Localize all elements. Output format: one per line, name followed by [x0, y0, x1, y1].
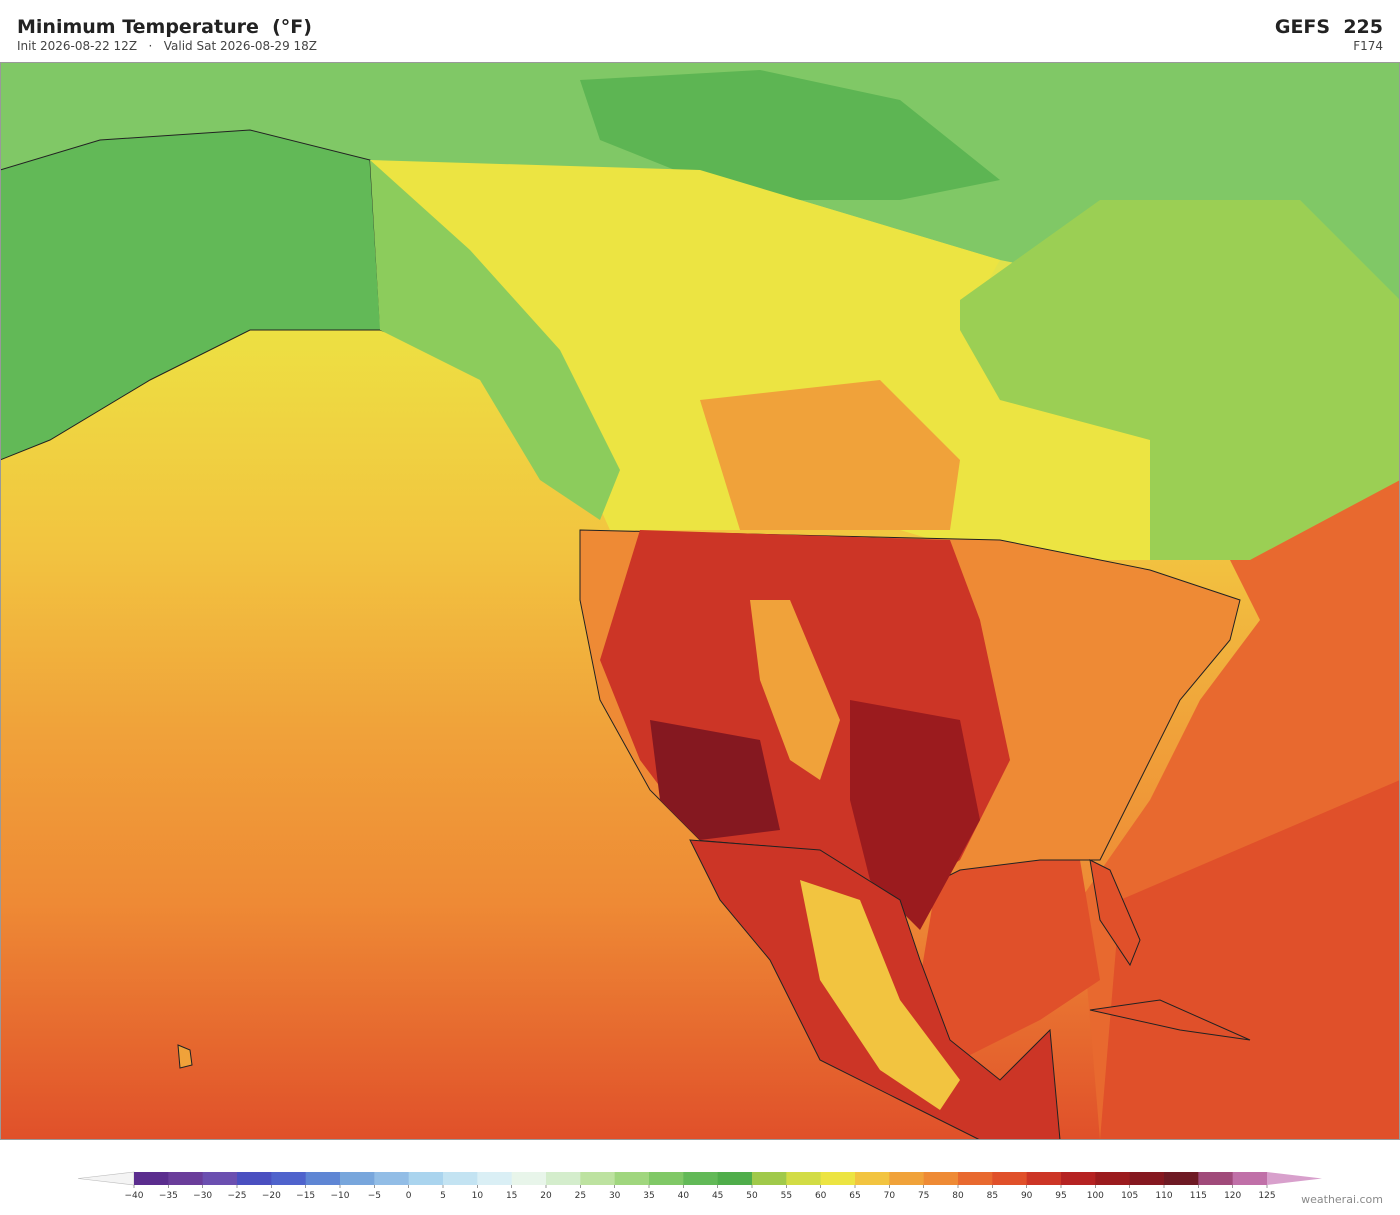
colorbar-tick-label: 95 [1055, 1191, 1066, 1200]
map [0, 62, 1400, 1140]
plains-core [850, 700, 980, 930]
colorbar-tick-label: 85 [987, 1191, 998, 1200]
canada-mountains [370, 160, 620, 520]
colorbar-bin [580, 1172, 616, 1185]
hawaii [177, 1044, 193, 1069]
watermark: weatherai.com [1301, 1193, 1383, 1206]
colorbar-bin [614, 1172, 650, 1185]
colorbar-tick-label: 40 [678, 1191, 690, 1200]
colorbar-bin [443, 1172, 478, 1185]
colorbar-tick-label: 35 [643, 1191, 654, 1200]
colorbar-tick-label: −20 [262, 1191, 281, 1200]
subtitle: Init 2026-08-22 12Z · Valid Sat 2026-08-… [17, 39, 318, 53]
florida [1089, 859, 1141, 967]
colorbar-tick-label: 80 [952, 1191, 964, 1200]
colorbar-bin [1061, 1172, 1096, 1185]
colorbar-tick-label: −15 [296, 1191, 315, 1200]
colorbar-bin [511, 1172, 547, 1185]
colorbar-tick-label: 90 [1021, 1191, 1033, 1200]
colorbar-bin [820, 1172, 856, 1185]
title: Minimum Temperature (°F) [17, 16, 312, 38]
colorbar-bin [168, 1172, 204, 1185]
colorbar-over [1267, 1172, 1322, 1185]
colorbar-bin [374, 1172, 410, 1185]
colorbar-bin [992, 1172, 1028, 1185]
forecast-hour: F174 [1353, 39, 1383, 53]
colorbar-bin [408, 1172, 444, 1185]
colorbar-bin [786, 1172, 822, 1185]
colorbar-tick-label: 15 [506, 1191, 517, 1200]
colorbar-bin [1026, 1172, 1062, 1185]
colorbar-bin [340, 1172, 375, 1185]
colorbar-bin [1164, 1172, 1199, 1185]
colorbar-bin [717, 1172, 753, 1185]
colorbar-tick-label: 5 [440, 1191, 446, 1200]
colorbar: −40 −35 −30 −25 −20 −15 −10 −5 0 5 10 15 20 25 30 35 40 4… [77, 1171, 1322, 1200]
colorbar-bin [202, 1172, 238, 1185]
colorbar-tick-label: 25 [575, 1191, 586, 1200]
colorbar-tick-label: 60 [815, 1191, 827, 1200]
gulf [920, 860, 1100, 1060]
colorbar-bin [1232, 1172, 1268, 1185]
colorbar-bin [1198, 1172, 1234, 1185]
colorbar-bin [546, 1172, 581, 1185]
colorbar-tick-label: 120 [1224, 1191, 1241, 1200]
colorbar-tick-label: −10 [331, 1191, 350, 1200]
prairies [700, 380, 960, 530]
colorbar-tick-label: 70 [884, 1191, 896, 1200]
colorbar-tick-label: 75 [918, 1191, 929, 1200]
quebec [960, 200, 1400, 560]
colorbar-tick-label: 50 [746, 1191, 758, 1200]
colorbar-bin [889, 1172, 925, 1185]
colorbar-bin [271, 1172, 307, 1185]
colorbar-bin [305, 1172, 341, 1185]
colorbar-bin [855, 1172, 890, 1185]
cuba [1089, 999, 1251, 1041]
colorbar-bin [1095, 1172, 1131, 1185]
mexico-highlands [800, 880, 960, 1110]
colorbar-tick-label: 30 [609, 1191, 621, 1200]
colorbar-tick-label: 115 [1190, 1191, 1207, 1200]
colorbar-tick-label: 65 [849, 1191, 860, 1200]
colorbar-tick-label: 110 [1155, 1191, 1172, 1200]
colorbar-tick-label: 105 [1121, 1191, 1138, 1200]
colorbar-bin [958, 1172, 993, 1185]
atlantic-south [1100, 780, 1400, 1140]
colorbar-tick-label: 45 [712, 1191, 723, 1200]
colorbar-tick-label: −25 [228, 1191, 247, 1200]
arctic-islands [580, 70, 1000, 200]
colorbar-bin [134, 1172, 169, 1185]
colorbar-tick-label: 10 [472, 1191, 484, 1200]
colorbar-tick-label: −35 [159, 1191, 178, 1200]
southwest-core [650, 720, 780, 840]
colorbar-bin [1129, 1172, 1165, 1185]
colorbar-bin [477, 1172, 513, 1185]
colorbar-bin [752, 1172, 787, 1185]
arctic [0, 62, 1400, 400]
model-name: GEFS 225 [1274, 16, 1383, 38]
colorbar-tick-label: −30 [193, 1191, 212, 1200]
colorbar-bin [923, 1172, 959, 1185]
colorbar-tick-label: 125 [1258, 1191, 1275, 1200]
colorbar-bin [237, 1172, 272, 1185]
colorbar-bin [683, 1172, 719, 1185]
colorbar-tick-label: 20 [540, 1191, 552, 1200]
colorbar-tick-label: −5 [368, 1191, 381, 1200]
colorbar-tick-label: 55 [781, 1191, 792, 1200]
colorbar-bin [649, 1172, 684, 1185]
colorbar-under [77, 1171, 135, 1186]
colorbar-tick-label: 0 [406, 1191, 412, 1200]
rockies [750, 600, 840, 780]
colorbar-tick-label: −40 [125, 1191, 144, 1200]
colorbar-tick-label: 100 [1087, 1191, 1104, 1200]
